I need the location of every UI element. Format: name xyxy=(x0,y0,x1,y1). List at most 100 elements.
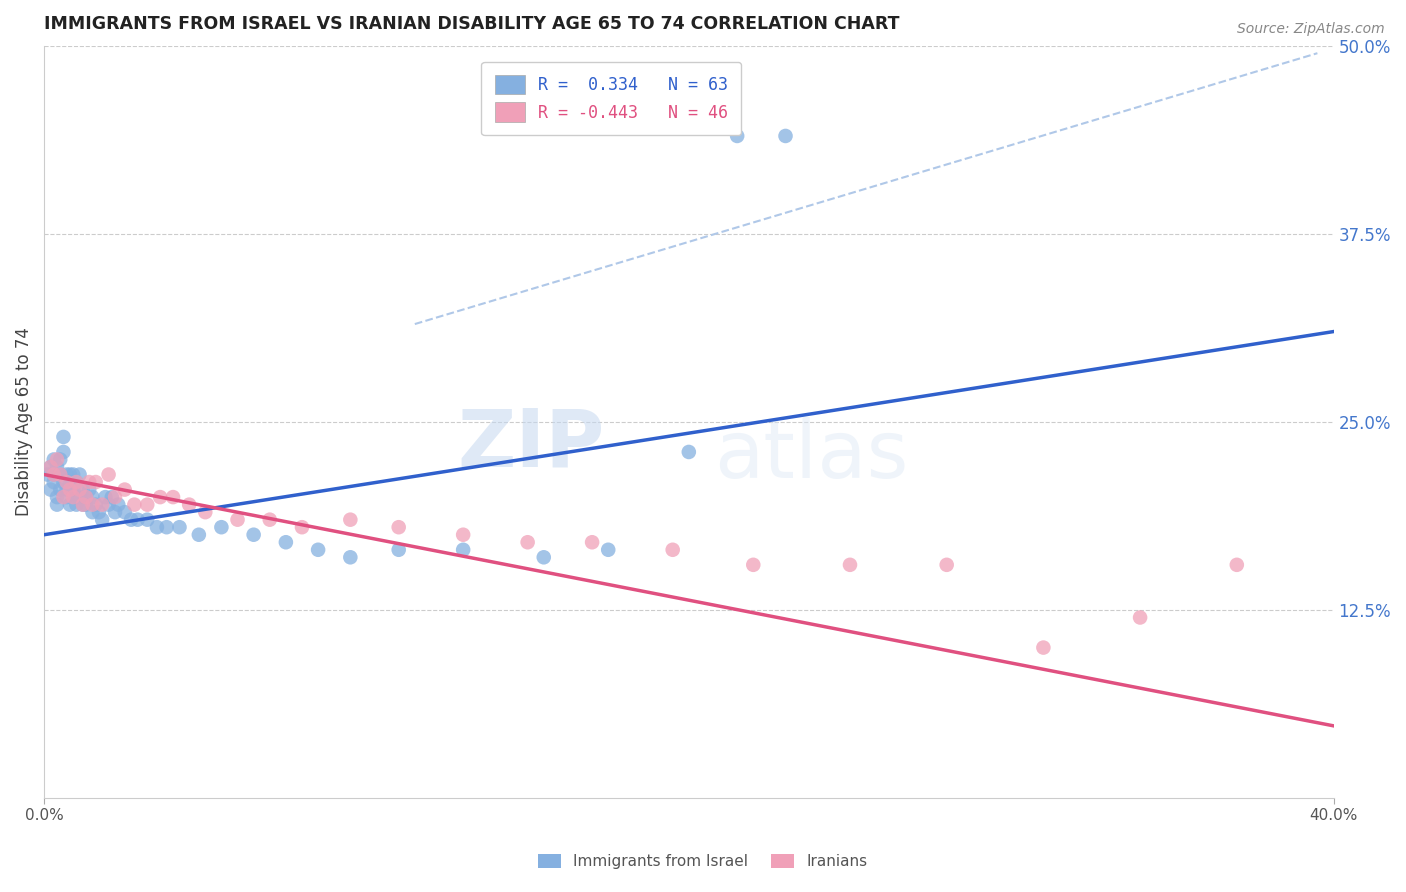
Point xyxy=(75,490,97,504)
Point xyxy=(46,460,69,475)
Point xyxy=(62,483,84,497)
Legend: Immigrants from Israel, Iranians: Immigrants from Israel, Iranians xyxy=(533,848,873,875)
Point xyxy=(46,490,69,504)
Point xyxy=(661,542,683,557)
Point xyxy=(94,490,117,504)
Point xyxy=(82,498,104,512)
Point xyxy=(136,498,159,512)
Point xyxy=(242,527,264,541)
Point xyxy=(104,490,127,504)
Point xyxy=(104,505,127,519)
Text: Source: ZipAtlas.com: Source: ZipAtlas.com xyxy=(1237,22,1385,37)
Point xyxy=(226,513,249,527)
Point xyxy=(451,527,474,541)
Point xyxy=(775,128,797,143)
Point xyxy=(77,483,100,497)
Point xyxy=(65,475,87,489)
Point xyxy=(84,475,107,489)
Point xyxy=(1129,610,1152,624)
Point xyxy=(194,505,217,519)
Point xyxy=(46,498,69,512)
Point xyxy=(55,467,77,482)
Point xyxy=(307,542,329,557)
Point xyxy=(59,467,82,482)
Point xyxy=(59,483,82,497)
Point xyxy=(187,527,209,541)
Point xyxy=(839,558,862,572)
Point xyxy=(52,490,75,504)
Point xyxy=(65,490,87,504)
Point xyxy=(62,490,84,504)
Point xyxy=(55,490,77,504)
Point xyxy=(39,483,62,497)
Point xyxy=(49,467,72,482)
Point xyxy=(91,513,114,527)
Point xyxy=(65,498,87,512)
Point xyxy=(127,513,149,527)
Point xyxy=(52,445,75,459)
Point xyxy=(516,535,538,549)
Point xyxy=(533,550,555,565)
Point xyxy=(114,505,136,519)
Point xyxy=(42,467,65,482)
Point xyxy=(179,498,201,512)
Point xyxy=(72,483,94,497)
Point xyxy=(59,475,82,489)
Point xyxy=(75,498,97,512)
Point xyxy=(124,498,146,512)
Point xyxy=(72,498,94,512)
Point xyxy=(42,475,65,489)
Point xyxy=(339,513,361,527)
Point xyxy=(209,520,232,534)
Point xyxy=(69,467,91,482)
Point xyxy=(97,467,120,482)
Point xyxy=(101,490,124,504)
Point xyxy=(42,467,65,482)
Point xyxy=(107,498,129,512)
Text: atlas: atlas xyxy=(714,417,908,495)
Point xyxy=(52,430,75,444)
Point xyxy=(742,558,765,572)
Point xyxy=(91,498,114,512)
Point xyxy=(69,483,91,497)
Point xyxy=(39,460,62,475)
Point xyxy=(82,490,104,504)
Point xyxy=(72,498,94,512)
Point xyxy=(388,520,411,534)
Point xyxy=(678,445,700,459)
Point xyxy=(52,475,75,489)
Legend: R =  0.334   N = 63, R = -0.443   N = 46: R = 0.334 N = 63, R = -0.443 N = 46 xyxy=(481,62,741,135)
Point xyxy=(598,542,620,557)
Point xyxy=(55,483,77,497)
Point xyxy=(120,513,142,527)
Point xyxy=(451,542,474,557)
Point xyxy=(291,520,314,534)
Text: ZIP: ZIP xyxy=(458,406,605,483)
Point xyxy=(169,520,191,534)
Point xyxy=(274,535,297,549)
Point xyxy=(1226,558,1249,572)
Point xyxy=(155,520,177,534)
Point xyxy=(97,498,120,512)
Point xyxy=(146,520,169,534)
Point xyxy=(77,475,100,489)
Text: IMMIGRANTS FROM ISRAEL VS IRANIAN DISABILITY AGE 65 TO 74 CORRELATION CHART: IMMIGRANTS FROM ISRAEL VS IRANIAN DISABI… xyxy=(44,15,900,33)
Point xyxy=(37,467,59,482)
Point xyxy=(725,128,748,143)
Point xyxy=(581,535,603,549)
Point xyxy=(39,460,62,475)
Point xyxy=(339,550,361,565)
Point xyxy=(114,483,136,497)
Point xyxy=(935,558,957,572)
Point xyxy=(136,513,159,527)
Y-axis label: Disability Age 65 to 74: Disability Age 65 to 74 xyxy=(15,327,32,516)
Point xyxy=(49,452,72,467)
Point xyxy=(65,475,87,489)
Point xyxy=(46,452,69,467)
Point xyxy=(49,467,72,482)
Point xyxy=(84,498,107,512)
Point xyxy=(42,452,65,467)
Point xyxy=(149,490,172,504)
Point xyxy=(87,505,110,519)
Point xyxy=(69,490,91,504)
